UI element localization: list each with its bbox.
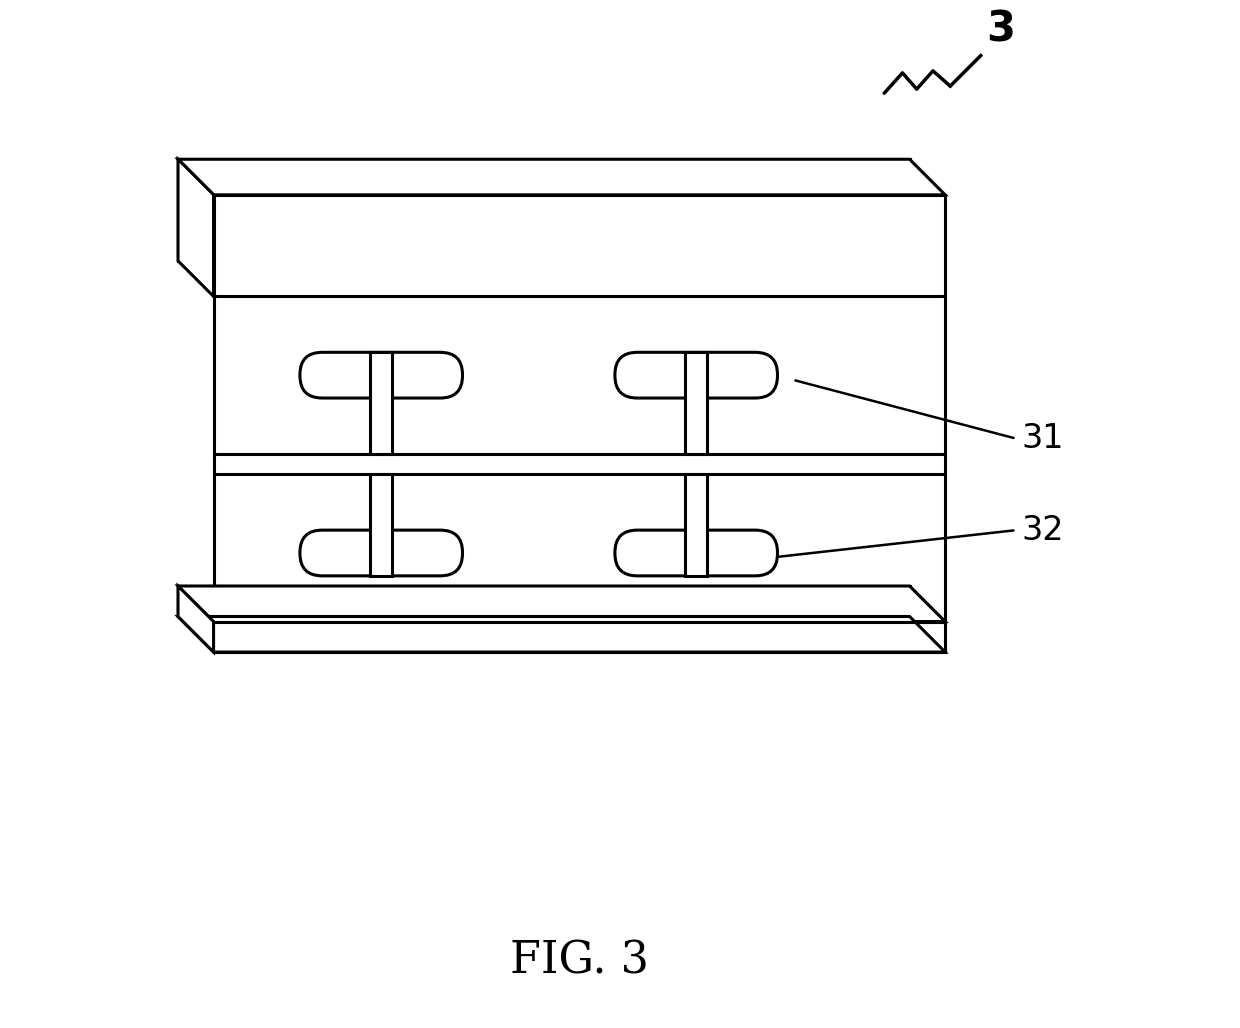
Text: FIG. 3: FIG. 3 [510, 940, 649, 983]
Polygon shape [684, 474, 707, 576]
FancyBboxPatch shape [300, 353, 463, 398]
Polygon shape [370, 353, 392, 454]
Polygon shape [179, 159, 945, 195]
Polygon shape [684, 353, 707, 454]
Polygon shape [179, 586, 213, 652]
Polygon shape [179, 159, 213, 296]
FancyBboxPatch shape [615, 353, 777, 398]
FancyBboxPatch shape [300, 530, 463, 576]
Text: 3: 3 [986, 8, 1014, 50]
Polygon shape [213, 195, 945, 296]
FancyBboxPatch shape [615, 530, 777, 576]
Polygon shape [213, 454, 945, 474]
Text: 32: 32 [1022, 514, 1064, 547]
Polygon shape [179, 617, 945, 652]
Polygon shape [370, 474, 392, 576]
Polygon shape [213, 622, 945, 652]
Polygon shape [179, 586, 945, 622]
Polygon shape [213, 296, 945, 652]
Text: 31: 31 [1022, 423, 1064, 455]
